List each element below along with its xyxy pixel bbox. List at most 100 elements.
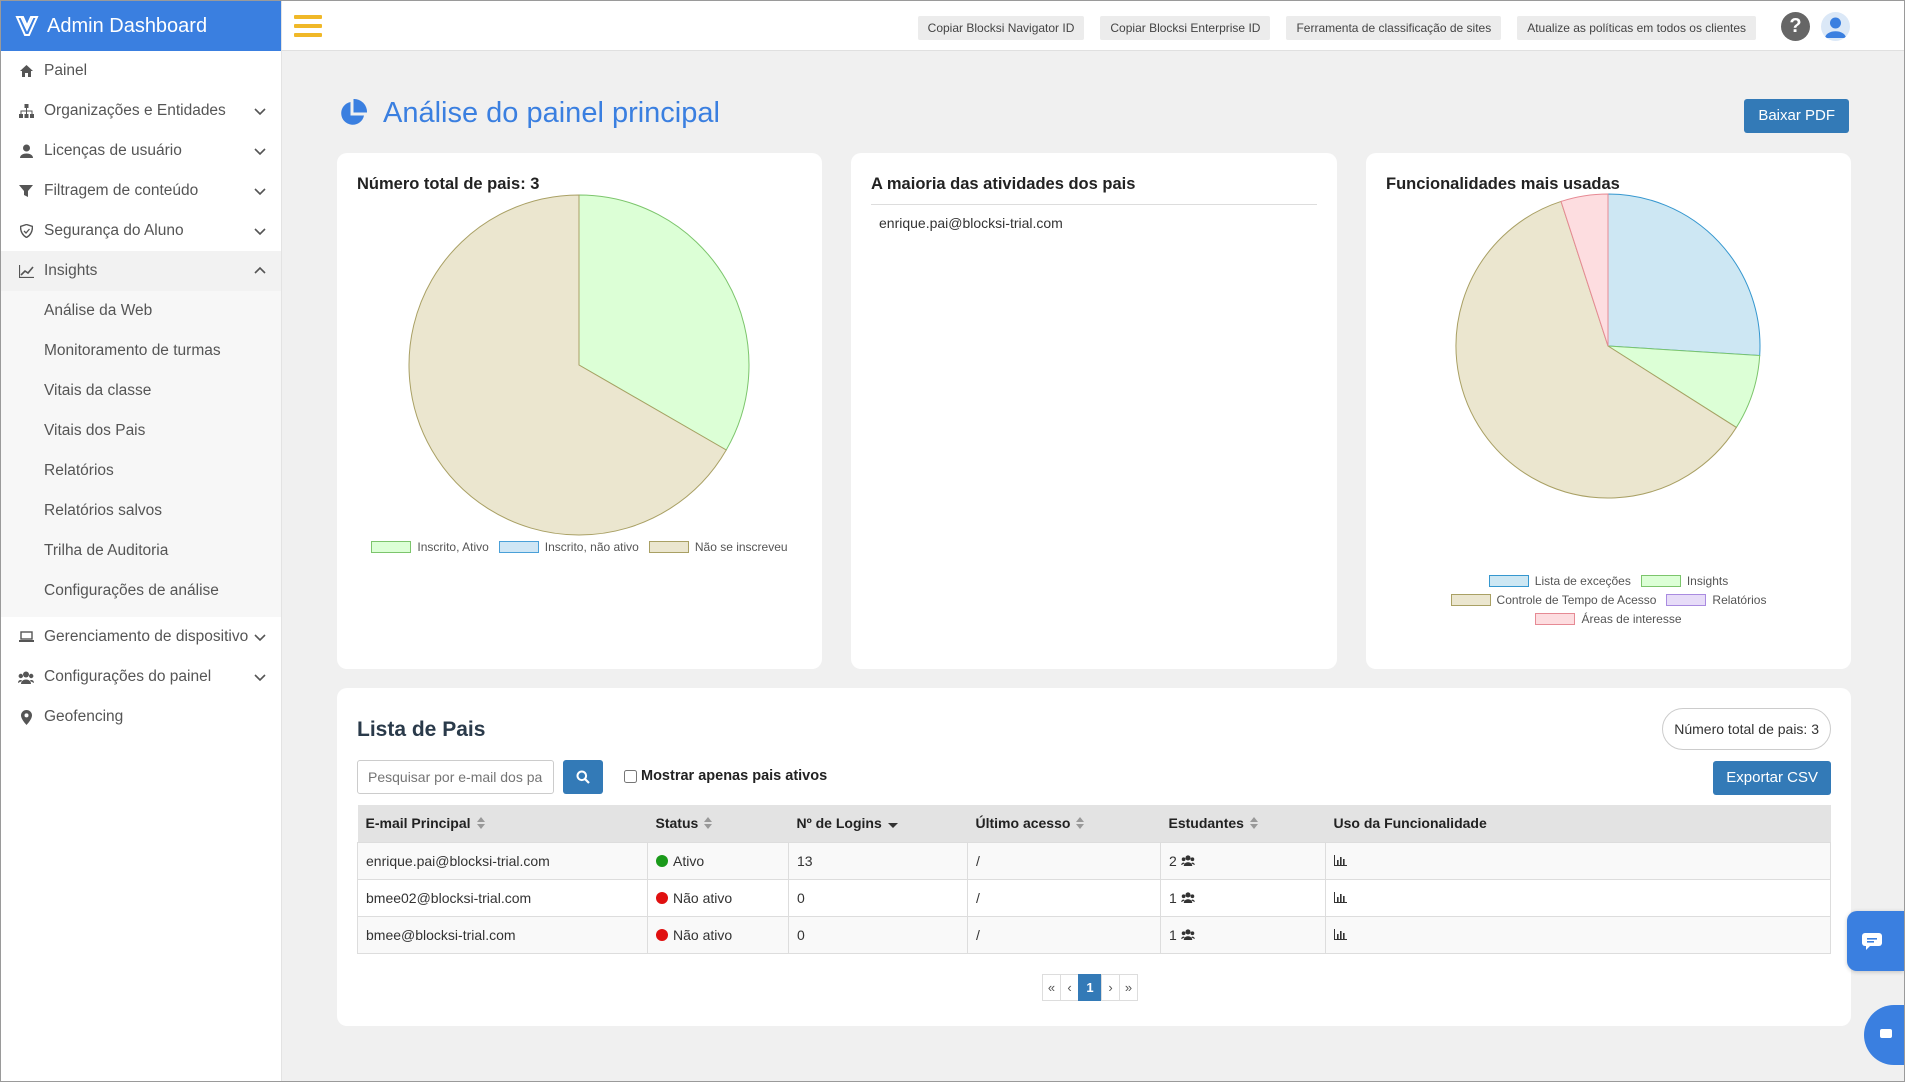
parents-table: E-mail Principal Status Nº de Logins Últ… <box>357 805 1831 954</box>
sidebar-item-insights[interactable]: Insights <box>1 251 281 291</box>
column-header-email[interactable]: E-mail Principal <box>357 805 648 842</box>
cell-logins: 0 <box>788 915 968 954</box>
pie-slice[interactable] <box>408 194 727 536</box>
legend-label: Inscrito, não ativo <box>544 540 639 554</box>
page-header: Análise do painel principal <box>338 97 720 130</box>
pagination-page-button[interactable]: 1 <box>1078 974 1102 1001</box>
legend-item[interactable]: Inscrito, não ativo <box>498 540 639 554</box>
pagination-next-button[interactable]: › <box>1101 974 1120 1001</box>
cell-last-access: / <box>967 841 1161 879</box>
parents-total-badge: Número total de pais: 3 <box>1662 708 1831 750</box>
column-header-last-access[interactable]: Último acesso <box>967 805 1161 842</box>
chevron-down-icon <box>253 630 267 644</box>
active-only-checkbox-label[interactable]: Mostrar apenas pais ativos <box>624 768 827 784</box>
blocksi-logo-icon <box>15 16 39 36</box>
legend-item[interactable]: Inscrito, Ativo <box>371 540 489 554</box>
user-icon <box>17 142 35 160</box>
users-icon <box>17 668 35 686</box>
chat-launcher-button[interactable] <box>1864 1005 1904 1065</box>
sidebar-item-gerenciamento[interactable]: Gerenciamento de dispositivo <box>1 617 281 657</box>
sidebar-subitem-vitais-classe[interactable]: Vitais da classe <box>44 382 152 399</box>
download-pdf-button[interactable]: Baixar PDF <box>1744 99 1849 133</box>
copy-navigator-id-button[interactable]: Copiar Blocksi Navigator ID <box>917 16 1085 40</box>
hamburger-menu-icon[interactable] <box>294 15 322 37</box>
pagination-prev-button[interactable]: ‹ <box>1060 974 1079 1001</box>
app-title: Admin Dashboard <box>47 14 208 37</box>
top-bar: Copiar Blocksi Navigator ID Copiar Block… <box>282 1 1904 51</box>
cell-email: bmee02@blocksi-trial.com <box>357 878 648 916</box>
legend-swatch <box>1488 575 1529 587</box>
sidebar-item-geofencing[interactable]: Geofencing <box>1 697 281 737</box>
sidebar-subitem-trilha-auditoria[interactable]: Trilha de Auditoria <box>44 542 169 559</box>
cell-students[interactable]: 1 <box>1160 915 1326 954</box>
copy-enterprise-id-button[interactable]: Copiar Blocksi Enterprise ID <box>1100 16 1271 40</box>
cell-logins: 13 <box>788 841 968 879</box>
sort-icon <box>704 816 713 832</box>
pagination: « ‹ 1 › » <box>1042 974 1138 1001</box>
legend-swatch <box>648 541 689 553</box>
cell-feature-usage[interactable] <box>1325 878 1831 916</box>
sidebar-subitem-relatorios[interactable]: Relatórios <box>44 462 114 479</box>
legend-item[interactable]: Insights <box>1640 574 1728 588</box>
bar-chart-icon[interactable] <box>1334 891 1347 903</box>
bar-chart-icon[interactable] <box>1334 854 1347 866</box>
card-title: Número total de pais: 3 <box>357 175 540 193</box>
sidebar-item-seguranca[interactable]: Segurança do Aluno <box>1 211 281 251</box>
user-avatar-icon[interactable] <box>1821 12 1850 41</box>
sidebar-subitem-monitoramento-turmas[interactable]: Monitoramento de turmas <box>44 342 221 359</box>
bar-chart-icon[interactable] <box>1334 928 1347 940</box>
chat-widget-tab[interactable] <box>1847 911 1904 971</box>
pie-slice[interactable] <box>578 194 750 451</box>
legend-swatch <box>1450 594 1491 606</box>
site-classification-tool-button[interactable]: Ferramenta de classificação de sites <box>1286 16 1502 40</box>
parent-email-search-input[interactable] <box>357 760 554 794</box>
pie-slice[interactable] <box>1455 200 1738 499</box>
pagination-last-button[interactable]: » <box>1119 974 1138 1001</box>
legend-item[interactable]: Relatórios <box>1666 593 1766 607</box>
pie-slice[interactable] <box>1560 193 1609 347</box>
column-header-status[interactable]: Status <box>647 805 789 842</box>
filter-icon <box>17 182 35 200</box>
legend-label: Lista de exceções <box>1534 574 1631 588</box>
cell-students[interactable]: 2 <box>1160 841 1326 879</box>
sidebar-subitem-configuracoes-analise[interactable]: Configurações de análise <box>44 582 219 599</box>
sidebar-item-filtragem[interactable]: Filtragem de conteúdo <box>1 171 281 211</box>
legend-label: Não se inscreveu <box>694 540 788 554</box>
cell-feature-usage[interactable] <box>1325 915 1831 954</box>
features-chart-legend: Lista de exceções Insights Controle de Tem… <box>1366 574 1851 631</box>
sidebar-item-configuracoes-painel[interactable]: Configurações do painel <box>1 657 281 697</box>
chevron-down-icon <box>253 670 267 684</box>
cell-status: Não ativo <box>647 878 789 916</box>
pagination-first-button[interactable]: « <box>1042 974 1061 1001</box>
column-header-logins[interactable]: Nº de Logins <box>788 805 968 842</box>
legend-swatch <box>1640 575 1681 587</box>
legend-item[interactable]: Não se inscreveu <box>648 540 788 554</box>
table-header-row: E-mail Principal Status Nº de Logins Últ… <box>357 805 1831 842</box>
legend-item[interactable]: Controle de Tempo de Acesso <box>1450 593 1656 607</box>
table-row: bmee02@blocksi-trial.com Não ativo 0 / 1 <box>357 878 1831 916</box>
cell-last-access: / <box>967 878 1161 916</box>
legend-item[interactable]: Áreas de interesse <box>1535 612 1682 626</box>
cell-logins: 0 <box>788 878 968 916</box>
cell-students[interactable]: 1 <box>1160 878 1326 916</box>
search-button[interactable] <box>563 760 603 794</box>
sidebar-subitem-analise-web[interactable]: Análise da Web <box>44 302 153 319</box>
export-csv-button[interactable]: Exportar CSV <box>1713 761 1831 795</box>
column-header-students[interactable]: Estudantes <box>1160 805 1326 842</box>
sidebar-item-organizacoes[interactable]: Organizações e Entidades <box>1 91 281 131</box>
sidebar-item-painel[interactable]: Painel <box>1 51 281 91</box>
help-icon[interactable]: ? <box>1781 12 1810 41</box>
chevron-down-icon <box>253 184 267 198</box>
sidebar-item-licencas[interactable]: Licenças de usuário <box>1 131 281 171</box>
search-icon <box>576 770 590 784</box>
brand-header[interactable]: Admin Dashboard <box>1 1 281 51</box>
sidebar-item-label: Gerenciamento de dispositivo <box>44 628 249 645</box>
active-only-checkbox[interactable] <box>624 769 637 783</box>
sidebar-subitem-vitais-pais[interactable]: Vitais dos Pais <box>44 422 146 439</box>
sidebar-subitem-relatorios-salvos[interactable]: Relatórios salvos <box>44 502 163 519</box>
pie-chart-icon <box>341 99 367 125</box>
update-policies-button[interactable]: Atualize as políticas em todos os client… <box>1517 16 1756 40</box>
pie-slice[interactable] <box>1607 193 1761 357</box>
legend-item[interactable]: Lista de exceções <box>1488 574 1631 588</box>
cell-feature-usage[interactable] <box>1325 841 1831 879</box>
